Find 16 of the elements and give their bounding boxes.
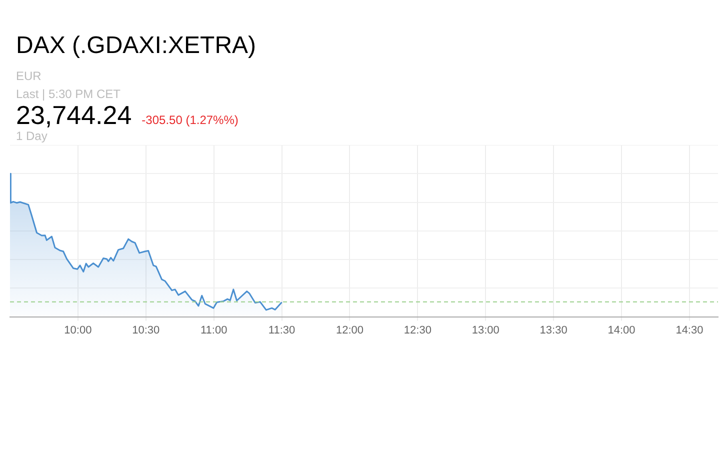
x-tick-label: 10:30 — [132, 324, 160, 336]
x-tick-label: 12:00 — [336, 324, 364, 336]
x-tick-label: 11:00 — [200, 324, 228, 336]
x-tick-label: 13:30 — [540, 324, 568, 336]
x-tick-label: 14:30 — [676, 324, 704, 336]
x-tick-label: 10:00 — [64, 324, 92, 336]
x-tick-label: 11:30 — [268, 324, 296, 336]
text: EUR — [16, 69, 42, 83]
text: 23,744.24 — [16, 100, 132, 130]
chart-title: DAX (.GDAXI:XETRA) — [16, 32, 256, 60]
text: 1 Day — [16, 129, 48, 143]
x-tick-label: 12:30 — [404, 324, 432, 336]
text: -305.50 (1.27%%) — [142, 113, 238, 127]
x-tick-label: 14:00 — [608, 324, 636, 336]
x-tick-label: 13:00 — [472, 324, 500, 336]
text: Last | 5:30 PM CET — [16, 87, 120, 101]
